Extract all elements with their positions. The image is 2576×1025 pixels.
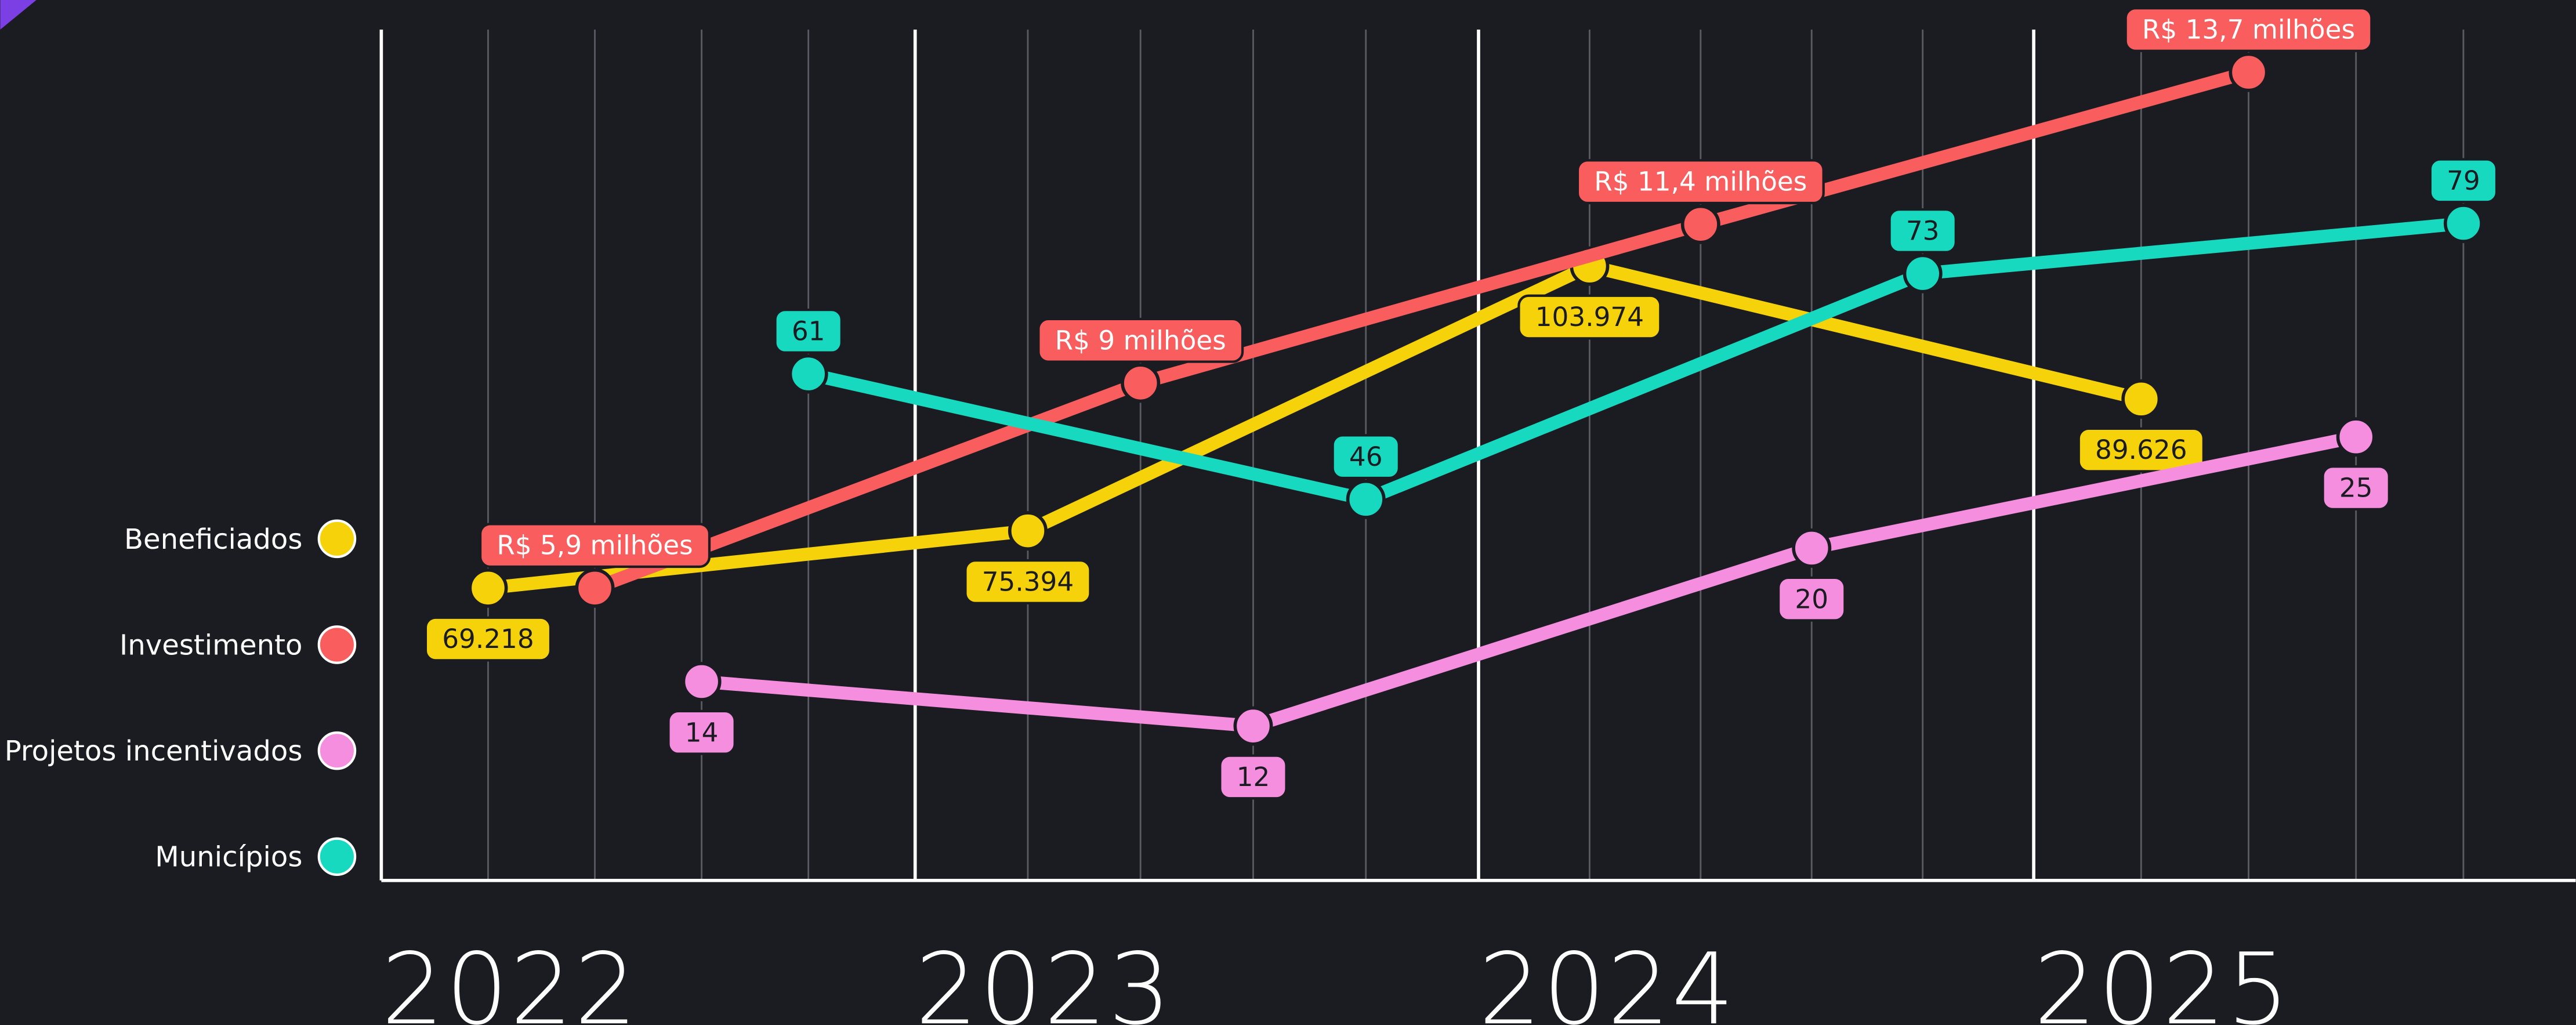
data-label-text: 69.218	[442, 624, 534, 654]
data-point	[1346, 479, 1386, 519]
series-line	[592, 66, 2251, 595]
data-label-box	[1888, 208, 1957, 253]
data-label-box	[667, 709, 736, 755]
data-point	[788, 354, 828, 394]
data-label-text: 25	[2339, 473, 2373, 504]
data-label: 75.394	[964, 559, 1092, 604]
data-label-text: 79	[2447, 165, 2480, 196]
data-label-text: 103.974	[1535, 302, 1644, 332]
data-label-box	[964, 559, 1092, 604]
legend-marker	[317, 731, 357, 770]
x-tick-label: 2024	[1479, 932, 1736, 1025]
data-label-box	[774, 309, 843, 354]
x-tick-label: 2025	[2034, 932, 2291, 1025]
data-label-box	[424, 616, 552, 662]
data-point	[575, 568, 615, 608]
data-point	[468, 568, 508, 608]
data-label-box	[2124, 7, 2373, 52]
data-label-box	[479, 523, 711, 568]
data-label-text: 20	[1795, 584, 1828, 614]
data-label-box	[1777, 576, 1846, 622]
legend-marker	[317, 625, 357, 664]
data-label-text: 73	[1906, 216, 1940, 247]
legend-label: Projetos incentivados	[5, 735, 303, 767]
data-label: 73	[1888, 208, 1957, 253]
data-point	[2336, 417, 2376, 457]
data-label: 14	[667, 709, 736, 755]
data-label-text: 75.394	[982, 566, 1074, 597]
data-label-text: 12	[1237, 762, 1270, 792]
data-point	[1903, 253, 1943, 294]
legend-label: Beneficiados	[124, 523, 302, 556]
legend-label: Municípios	[155, 841, 302, 874]
data-label-box	[1037, 317, 1244, 363]
legend-label: Investimento	[119, 629, 302, 661]
data-label: 25	[2321, 465, 2390, 510]
data-label: R$ 9 milhões	[1037, 317, 1244, 363]
data-label-box	[2321, 465, 2390, 510]
data-label: R$ 11,4 milhões	[1576, 159, 1825, 205]
data-point	[2229, 52, 2269, 92]
data-point	[1008, 511, 1048, 551]
data-label: 69.218	[424, 616, 552, 662]
x-tick-label: 2023	[915, 932, 1173, 1025]
data-label: 12	[1219, 754, 1288, 800]
data-label-text: 61	[792, 316, 825, 347]
data-point	[1680, 204, 1720, 244]
data-label-box	[1331, 434, 1400, 480]
series-line	[807, 216, 2464, 506]
data-label-text: 46	[1349, 441, 1383, 472]
data-label: 46	[1331, 434, 1400, 480]
legend-marker	[317, 519, 357, 559]
data-label-box	[2429, 158, 2498, 204]
data-label: 89.626	[2077, 427, 2205, 473]
data-label-text: 14	[685, 717, 719, 748]
data-label-box	[1517, 294, 1662, 340]
data-label: 79	[2429, 158, 2498, 204]
data-label: 61	[774, 309, 843, 354]
corner-decoration	[0, 0, 37, 30]
data-label-box	[1576, 159, 1825, 205]
data-label-text: R$ 11,4 milhões	[1594, 166, 1807, 197]
legend-marker	[317, 837, 357, 876]
data-point	[2443, 204, 2483, 244]
data-label-text: R$ 9 milhões	[1055, 325, 1226, 356]
data-label-text: R$ 5,9 milhões	[497, 530, 693, 561]
data-label: R$ 5,9 milhões	[479, 523, 711, 568]
data-label: 103.974	[1517, 294, 1662, 340]
data-point	[1792, 528, 1832, 568]
data-label-text: 89.626	[2095, 434, 2187, 465]
data-label-box	[2077, 427, 2205, 473]
data-point	[682, 661, 722, 701]
data-point	[1233, 706, 1273, 746]
data-label: 20	[1777, 576, 1846, 622]
data-label-text: R$ 13,7 milhões	[2142, 15, 2355, 45]
data-point	[2121, 379, 2161, 419]
data-label-box	[1219, 754, 1288, 800]
data-point	[1121, 363, 1161, 403]
x-tick-label: 2022	[381, 932, 639, 1025]
data-label: R$ 13,7 milhões	[2124, 7, 2373, 52]
series-line	[701, 430, 2357, 733]
series-line	[487, 259, 2143, 595]
